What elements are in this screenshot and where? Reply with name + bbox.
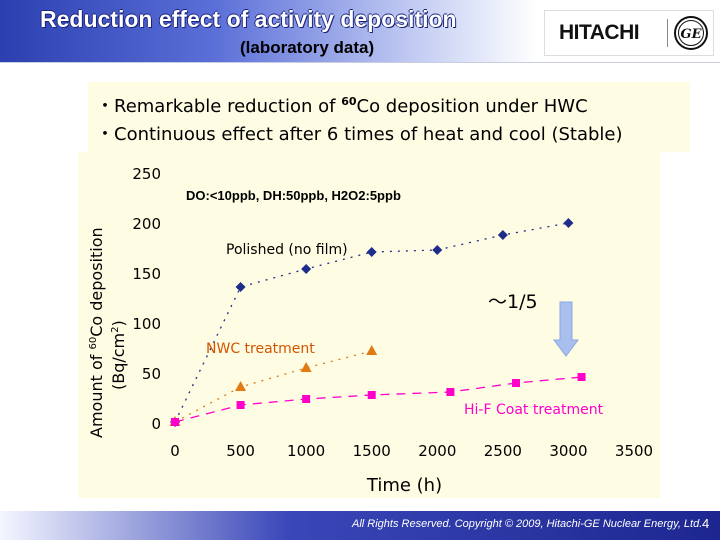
data-point-hif <box>302 395 311 403</box>
chart-area: Amount of 60Co deposition (Bq/cm2) 0 50 10… <box>78 152 660 498</box>
reduction-label: ～1/5 <box>488 291 538 313</box>
y-tick-label: 250 <box>132 165 161 183</box>
data-point-hif <box>446 388 455 396</box>
y-tick-label: 200 <box>132 215 161 233</box>
data-point-polished <box>563 218 574 228</box>
slide-title: Reduction effect of activity deposition <box>40 6 457 32</box>
header-band <box>0 0 536 62</box>
data-point-hif <box>511 379 520 387</box>
deposition-chart: Amount of 60Co deposition (Bq/cm2) 0 50 10… <box>87 165 653 496</box>
logo-separator <box>667 19 668 47</box>
trend-line-1 <box>174 350 372 423</box>
x-tick-label: 0 <box>170 442 180 460</box>
x-tick-label: 2500 <box>484 442 522 460</box>
svg-text:Amount of 60Co deposition: Amount of 60Co deposition <box>87 227 106 438</box>
x-tick-label: 3000 <box>549 442 587 460</box>
x-tick-label: 1500 <box>353 442 391 460</box>
x-tick-label: 500 <box>226 442 255 460</box>
data-point-polished <box>432 245 443 255</box>
data-point-hif <box>367 391 376 399</box>
header-rule <box>0 62 720 63</box>
x-tick-label: 3500 <box>615 442 653 460</box>
data-point-polished <box>235 282 246 292</box>
data-point-hif <box>577 373 586 381</box>
y-tick-label: 0 <box>151 415 161 433</box>
slide-subtitle: (laboratory data) <box>240 38 375 57</box>
label-nwc: NWC treatment <box>206 341 315 357</box>
reduction-arrow-icon <box>553 301 579 357</box>
label-polished: Polished (no film) <box>226 242 348 258</box>
svg-text:(Bq/cm2): (Bq/cm2) <box>109 320 128 390</box>
ge-logo-text: GE <box>680 27 702 42</box>
y-tick-label: 50 <box>142 365 161 383</box>
ge-logo-icon: GE <box>674 16 708 50</box>
y-tick-label: 150 <box>132 265 161 283</box>
data-point-polished <box>497 230 508 240</box>
condition-label: DO:<10ppb, DH:50ppb, H2O2:5ppb <box>186 188 401 203</box>
x-axis-title: Time (h) <box>366 475 442 496</box>
x-tick-label: 1000 <box>287 442 325 460</box>
data-point-polished <box>366 247 377 257</box>
data-point-nwc <box>235 381 247 391</box>
company-logo: HITACHI GE <box>544 10 714 56</box>
y-tick-label: 100 <box>132 315 161 333</box>
label-hif: Hi-F Coat treatment <box>464 402 604 418</box>
hitachi-wordmark: HITACHI <box>559 21 640 44</box>
data-point-hif <box>171 418 179 426</box>
data-point-hif <box>236 401 245 409</box>
y-axis-title: Amount of 60Co deposition (Bq/cm2) <box>87 227 128 438</box>
copyright-text: All Rights Reserved. Copyright © 2009, H… <box>352 518 703 530</box>
data-point-nwc <box>366 345 378 355</box>
bullet-box: ・Remarkable reduction of 60Co deposition… <box>88 82 690 152</box>
bullet-2: ・Continuous effect after 6 times of heat… <box>96 124 623 145</box>
data-point-nwc <box>300 362 312 372</box>
page-number: 4 <box>702 516 710 531</box>
bullet-1: ・Remarkable reduction of 60Co deposition… <box>96 95 588 117</box>
footer-band <box>0 511 720 540</box>
x-tick-label: 2000 <box>418 442 456 460</box>
data-point-polished <box>301 264 312 274</box>
